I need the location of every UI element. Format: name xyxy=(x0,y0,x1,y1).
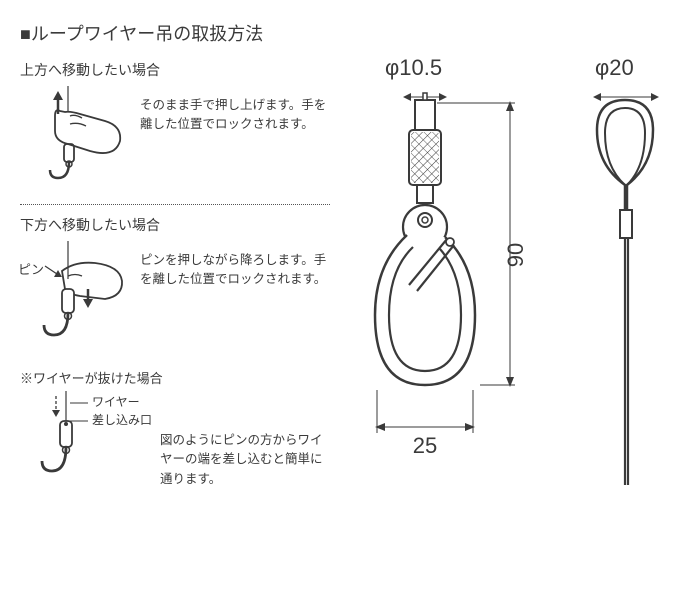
section-move-down: ピン ピンを押しながら降ろします。手を離した位置でロック xyxy=(20,241,330,356)
desc-move-up: そのまま手で押し上げます。手を離した位置でロックされます。 xyxy=(140,86,330,135)
section-move-up: そのまま手で押し上げます。手を離した位置でロックされます。 xyxy=(20,86,330,196)
illust-wire-out: ワイヤー 差し込み口 xyxy=(20,391,150,501)
dim-diameter-loop: φ20 xyxy=(595,55,634,81)
tech-svg: 90 25 xyxy=(355,55,685,545)
heading-wire-out: ※ワイヤーが抜けた場合 xyxy=(20,368,330,387)
diagram-title: ■ループワイヤー吊の取扱方法 xyxy=(20,20,680,46)
desc-wire-out: 図のようにピンの方からワイヤーの端を差し込むと簡単に通ります。 xyxy=(160,391,330,489)
heading-move-down: 下方へ移動したい場合 xyxy=(20,215,330,235)
heading-move-up: 上方へ移動したい場合 xyxy=(20,60,330,80)
pin-label: ピン xyxy=(18,259,44,278)
desc-move-down: ピンを押しながら降ろします。手を離した位置でロックされます。 xyxy=(140,241,330,290)
section-wire-out: ワイヤー 差し込み口 図のようにピンの方からワイヤーの端を差し込むと簡単に通りま… xyxy=(20,391,330,501)
instruction-column: 上方へ移動したい場合 そのまま手で押し上げます。手を離した位置でロックされます。 xyxy=(20,60,330,501)
divider-1 xyxy=(20,204,330,205)
technical-drawing: φ10.5 φ20 xyxy=(355,55,685,555)
insert-label: 差し込み口 xyxy=(92,413,152,429)
dim-width-text: 25 xyxy=(413,433,437,458)
dim-diameter-top: φ10.5 xyxy=(385,55,442,81)
dim-height-text: 90 xyxy=(503,243,528,267)
illust-move-up xyxy=(20,86,130,196)
wire-label: ワイヤー xyxy=(92,395,140,411)
